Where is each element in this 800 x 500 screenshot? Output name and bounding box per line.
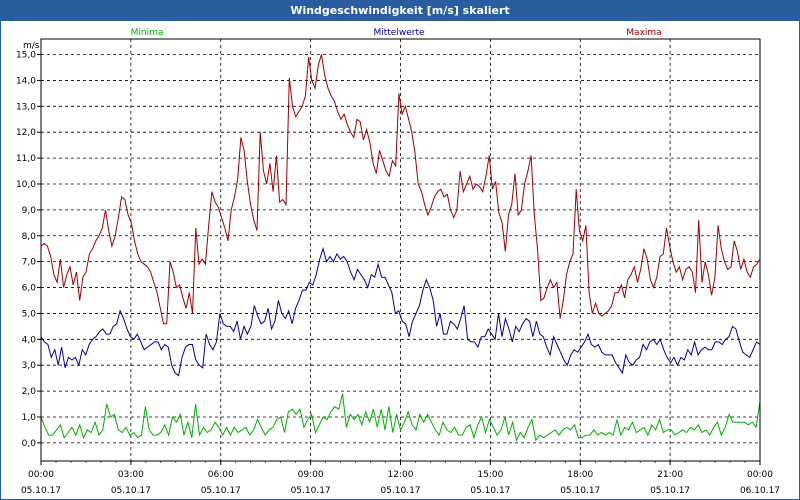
plot-frame [40,38,761,462]
x-tick-date: 05.10.17 [291,486,331,496]
x-tick-date: 05.10.17 [201,486,241,496]
y-tick-label: 6,0 [22,284,37,294]
chart-area: Minima Mittelwerte Maxima m/s 0,0 1,0 2,0 3,0… [16,28,780,496]
x-tick-date: 05.10.17 [560,486,600,496]
y-tick-label: 7,0 [22,258,37,268]
x-tick-time: 15:00 [477,470,503,480]
x-tick-time: 00:00 [747,470,773,480]
x-tick-time: 21:00 [657,470,683,480]
y-tick-label: 11,0 [16,154,36,164]
x-tick-labels: 00:00 05.10.17 03:00 05.10.17 06:00 05.10.17 0… [21,470,780,496]
legend-entry-minima: Minima [131,28,164,38]
x-tick-date: 05.10.17 [470,486,510,496]
x-tick-date: 05.10.17 [650,486,690,496]
x-tick-time: 03:00 [118,470,144,480]
y-axis-label: m/s [23,41,40,51]
y-tick-label: 12,0 [16,128,36,138]
series-line-minima [40,393,761,442]
series-line-maxima [40,54,761,325]
y-tick-label: 9,0 [22,206,37,216]
y-tick-label: 3,0 [22,361,37,371]
legend-entry-maxima: Maxima [626,28,661,38]
chart-title: Windgeschwindigkeit [m/s] skaliert [1,1,799,21]
y-tick-label: 14,0 [16,76,36,86]
y-tick-label: 0,0 [22,439,37,449]
x-tick-date: 06.10.17 [740,486,780,496]
y-tick-label: 2,0 [22,387,37,397]
x-tick-time: 00:00 [28,470,54,480]
x-tick-time: 18:00 [567,470,593,480]
y-tick-label: 4,0 [22,335,37,345]
y-tick-label: 15,0 [16,51,36,61]
x-tick-date: 05.10.17 [111,486,151,496]
x-tick-time: 12:00 [388,470,414,480]
x-tick-date: 05.10.17 [380,486,420,496]
legend-entry-mittelwerte: Mittelwerte [373,28,424,38]
axes [37,38,761,465]
y-tick-label: 5,0 [22,309,37,319]
legend: Minima Mittelwerte Maxima [131,28,662,38]
series-line-mittelwerte [40,246,761,377]
y-tick-label: 10,0 [16,180,36,190]
x-tick-time: 06:00 [208,470,234,480]
y-tick-label: 13,0 [16,102,36,112]
x-tick-time: 09:00 [298,470,324,480]
y-tick-label: 1,0 [22,413,37,423]
series-group [40,54,761,442]
y-tick-labels: 0,0 1,0 2,0 3,0 4,0 5,0 6,0 7,0 8,0 9,0 10,0 11,0 12… [16,51,36,449]
x-tick-date: 05.10.17 [21,486,61,496]
y-tick-label: 8,0 [22,232,37,242]
